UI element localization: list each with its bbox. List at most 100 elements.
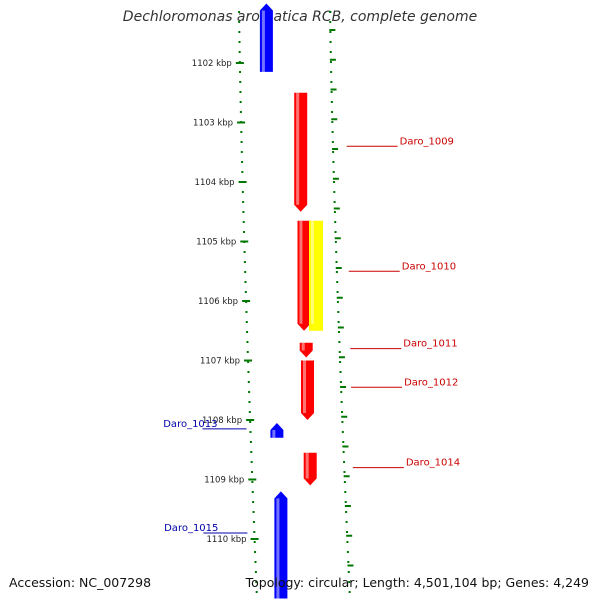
genome-title: Dechloromonas aromatica RCB, complete ge… [122, 9, 478, 25]
inner-tick-rail-dot [242, 231, 245, 233]
gene-prev-reverse-gene[interactable] [259, 3, 273, 72]
tick-dot-layer [238, 11, 351, 593]
inner-tick-rail-dot [240, 141, 243, 143]
inner-tick-rail-dot [252, 511, 255, 513]
feature-layer[interactable] [259, 3, 323, 599]
gene-Daro_1012[interactable] [301, 360, 314, 421]
axis-tick-label: 1110 kbp [207, 535, 247, 545]
outer-tick-rail-dot [339, 361, 342, 363]
outer-tick-rail-dot [329, 21, 332, 23]
gene-Daro_1015[interactable] [274, 491, 288, 599]
outer-tick-rail-dot [329, 31, 332, 33]
gene-Daro_1010[interactable] [297, 220, 311, 331]
inner-tick-rail-dot [247, 361, 250, 363]
inner-tick-rail-dot [255, 581, 258, 583]
outer-tick-rail-dot [331, 131, 334, 133]
inner-tick-rail-dot [240, 151, 243, 153]
outer-tick-rail-dot [347, 571, 350, 573]
inner-tick-rail-dot [250, 451, 253, 453]
outer-tick-rail-dot [331, 141, 334, 143]
gene-label-Daro_1009[interactable]: Daro_1009 [400, 136, 454, 147]
inner-tick-rail-dot [245, 321, 248, 323]
gene-Daro_1013[interactable] [270, 423, 284, 438]
outer-tick-rail-dot [341, 431, 344, 433]
inner-tick-rail-dot [241, 191, 244, 193]
inner-tick-rail-dot [249, 441, 252, 443]
inner-tick-rail-dot [246, 331, 249, 333]
outer-tick-rail-dot [342, 451, 345, 453]
inner-tick-rail-dot [249, 431, 252, 433]
outer-tick-rail-dot [339, 381, 342, 383]
inner-tick-rail-dot [251, 481, 254, 483]
outer-tick-rail-dot [335, 251, 338, 253]
inner-tick-rail-dot [252, 501, 255, 503]
gene-Daro_1011[interactable] [299, 342, 313, 358]
gene-highlight [296, 92, 300, 205]
outer-tick-rail-dot [340, 401, 343, 403]
outer-tick-rail-dot [329, 51, 332, 53]
outer-tick-rail-dot [333, 211, 336, 213]
inner-tick-rail-dot [241, 171, 244, 173]
outer-tick-rail-dot [329, 61, 332, 63]
outer-tick-rail-dot [335, 271, 338, 273]
inner-tick-rail-dot [255, 591, 258, 593]
inner-tick-rail-dot [254, 571, 257, 573]
gene-label-Daro_1014[interactable]: Daro_1014 [406, 458, 460, 469]
inner-tick-rail-dot [250, 461, 253, 463]
gene-highlight [272, 429, 276, 438]
gene-Daro_1009[interactable] [294, 92, 308, 212]
inner-tick-rail-dot [238, 31, 241, 33]
outer-tick-rail-dot [333, 201, 336, 203]
outer-tick-rail-dot [329, 11, 332, 13]
label-layer[interactable]: Daro_1009 Daro_1010 Daro_1011 Daro_1012 Daro… [163, 136, 460, 534]
outer-tick-rail-dot [347, 561, 350, 563]
gene-label-Daro_1012[interactable]: Daro_1012 [404, 377, 458, 388]
gene-highlight [301, 342, 305, 351]
outer-tick-rail-dot [343, 471, 346, 473]
outer-tick-rail-dot [331, 111, 334, 113]
inner-tick-rail-dot [248, 411, 251, 413]
gene-label-Daro_1013[interactable]: Daro_1013 [163, 419, 217, 430]
outer-tick-rail-dot [345, 511, 348, 513]
outer-tick-rail-dot [343, 481, 346, 483]
outer-tick-rail-dot [343, 461, 346, 463]
inner-tick-rail-dot [239, 71, 242, 73]
outer-tick-rail-dot [336, 281, 339, 283]
gene-rna-track[interactable] [309, 220, 323, 331]
outer-tick-rail-dot [330, 81, 333, 83]
outer-tick-rail-dot [334, 241, 337, 243]
gene-highlight [299, 220, 303, 324]
outer-tick-rail-dot [338, 351, 341, 353]
outer-tick-rail-dot [341, 411, 344, 413]
gene-highlight [305, 452, 309, 479]
outer-tick-rail-dot [346, 531, 349, 533]
gene-Daro_1014[interactable] [303, 452, 317, 486]
inner-tick-rail-dot [243, 261, 246, 263]
outer-tick-rail-dot [332, 171, 335, 173]
outer-tick-rail-dot [338, 341, 341, 343]
inner-tick-rail-dot [247, 371, 250, 373]
axis-tick-label: 1102 kbp [192, 59, 232, 69]
inner-tick-rail-dot [239, 111, 242, 113]
outer-tick-rail-dot [330, 91, 333, 93]
outer-tick-rail-dot [346, 551, 349, 553]
inner-tick-rail-dot [253, 531, 256, 533]
gene-label-Daro_1011[interactable]: Daro_1011 [403, 339, 457, 350]
inner-tick-rail-dot [248, 391, 251, 393]
gene-label-Daro_1015[interactable]: Daro_1015 [164, 523, 218, 534]
inner-tick-rail-dot [252, 521, 255, 523]
outer-tick-rail-dot [336, 301, 339, 303]
axis-tick-label: 1107 kbp [200, 357, 240, 367]
accession-text: Accession: NC_007298 [9, 575, 152, 590]
outer-tick-rail-dot [345, 521, 348, 523]
outer-tick-rail-dot [334, 221, 337, 223]
axis-tick-label: 1105 kbp [196, 238, 236, 248]
inner-tick-rail-dot [247, 381, 250, 383]
inner-tick-rail-dot [240, 131, 243, 133]
outer-tick-rail-dot [348, 591, 351, 593]
outer-tick-rail-dot [341, 421, 344, 423]
gene-label-Daro_1010[interactable]: Daro_1010 [402, 261, 456, 272]
outer-tick-rail-dot [337, 321, 340, 323]
outer-tick-rail-dot [342, 441, 345, 443]
